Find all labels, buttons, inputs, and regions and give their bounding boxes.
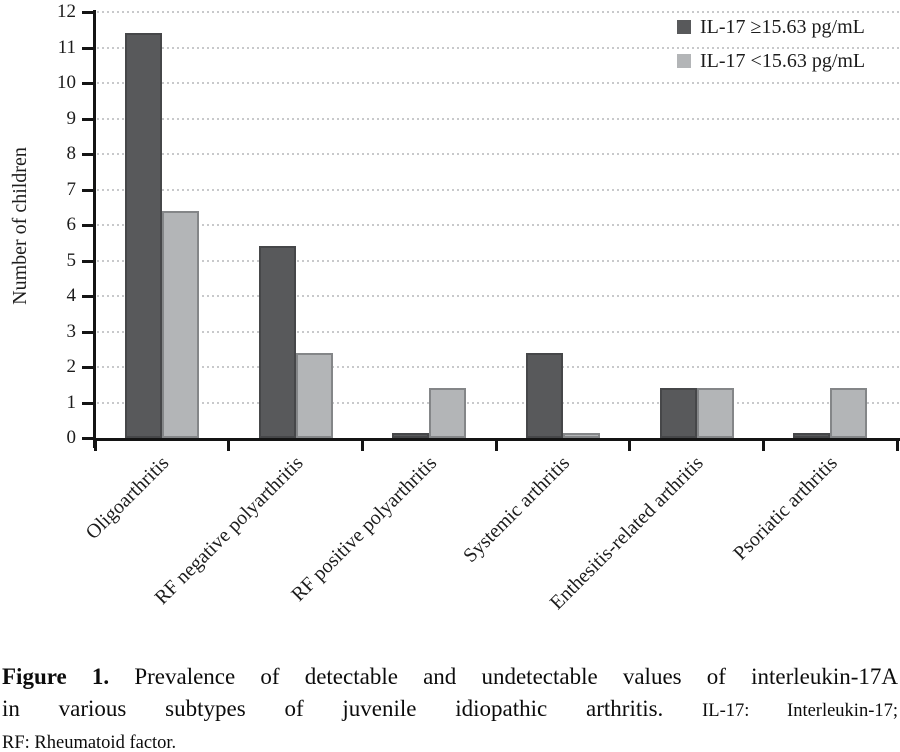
x-category-label: Enthesitis-related arthritis <box>546 452 709 615</box>
y-tick <box>82 330 95 334</box>
y-tick-label: 3 <box>66 320 77 342</box>
bar-chart: Number of children 0 1 2 3 4 5 6 7 8 9 10 11 12 Oligo… <box>9 1 900 615</box>
y-tick-label: 0 <box>66 427 77 448</box>
y-tick-label: 7 <box>66 178 77 200</box>
y-tick <box>82 11 95 14</box>
x-category-label: RF negative polyarthritis <box>150 452 308 609</box>
bar-il17-undetectable-systemic-arthritis <box>562 432 600 438</box>
y-tick <box>82 366 95 369</box>
bar-il17-undetectable-psoriatic-arthritis <box>830 388 868 438</box>
figure-caption: Figure 1. Prevalence of detectable and u… <box>2 661 898 752</box>
figure-label: Figure 1. <box>2 664 110 689</box>
legend-item: IL-17 <15.63 pg/mL <box>677 44 865 78</box>
bar-il17-undetectable-enthesitis-related-arthritis <box>696 388 734 438</box>
y-tick <box>82 259 95 263</box>
bar-il17-detectable-enthesitis-related-arthritis <box>659 388 697 438</box>
y-tick <box>82 46 95 50</box>
bar-il17-undetectable-oligoarthritis <box>161 210 199 438</box>
gridline <box>97 330 900 333</box>
gridline <box>97 117 900 120</box>
x-tick <box>227 438 231 451</box>
y-tick-label: 2 <box>66 356 77 377</box>
y-axis-line <box>93 10 96 448</box>
caption-abbrev-rf: RF: Rheumatoid factor. <box>2 733 177 752</box>
gridline <box>97 188 900 191</box>
y-tick-label: 10 <box>57 72 76 93</box>
legend: IL-17 ≥15.63 pg/mL IL-17 <15.63 pg/mL <box>677 10 865 78</box>
caption-line-2: in various subtypes of juvenile idiopath… <box>2 693 898 727</box>
y-tick <box>82 437 95 440</box>
bar-il17-detectable-rf-negative-polyarthritis <box>258 246 296 438</box>
x-tick <box>494 438 498 451</box>
x-tick <box>628 438 632 451</box>
y-tick-label: 1 <box>66 391 77 413</box>
y-tick-label: 5 <box>66 249 77 271</box>
bar-il17-detectable-oligoarthritis <box>124 33 162 438</box>
x-category-label: Oligoarthritis <box>81 452 174 544</box>
x-tick <box>93 438 97 451</box>
gridline <box>97 11 900 13</box>
gridline <box>97 224 900 226</box>
bar-il17-detectable-rf-positive-polyarthritis <box>392 432 430 438</box>
y-tick-label: 8 <box>66 143 77 164</box>
legend-label: IL-17 <15.63 pg/mL <box>700 49 866 72</box>
x-tick <box>895 438 899 451</box>
y-tick-label: 4 <box>66 285 77 306</box>
x-tick <box>360 438 364 451</box>
y-tick <box>82 401 95 405</box>
x-category-label: RF positive polyarthritis <box>286 452 441 606</box>
y-tick-label: 11 <box>57 36 76 58</box>
y-tick <box>82 295 95 298</box>
y-tick-label: 6 <box>66 214 77 235</box>
bar-il17-detectable-systemic-arthritis <box>525 352 563 438</box>
y-tick <box>82 153 95 156</box>
y-tick <box>82 188 95 192</box>
caption-text-line2: in various subtypes of juvenile idiopath… <box>2 696 664 721</box>
gridline <box>97 46 900 49</box>
x-tick <box>761 438 765 451</box>
caption-abbrev-il17: IL-17: Interleukin-17; <box>702 701 898 721</box>
gridline <box>97 82 900 84</box>
x-category-label: Systemic arthritis <box>459 452 575 567</box>
legend-swatch-icon <box>677 54 691 68</box>
legend-item: IL-17 ≥15.63 pg/mL <box>677 10 865 44</box>
caption-text-line1: Prevalence of detectable and undetectabl… <box>134 664 899 689</box>
legend-label: IL-17 ≥15.63 pg/mL <box>700 15 865 38</box>
legend-swatch-icon <box>677 20 691 34</box>
caption-line-1: Figure 1. Prevalence of detectable and u… <box>2 661 898 693</box>
y-tick <box>82 224 95 227</box>
x-category-label: Psoriatic arthritis <box>729 452 842 565</box>
bar-il17-detectable-psoriatic-arthritis <box>793 432 831 438</box>
bar-il17-undetectable-rf-positive-polyarthritis <box>429 388 467 438</box>
y-tick-label: 9 <box>66 107 77 129</box>
y-tick <box>82 82 95 85</box>
y-tick-label: 12 <box>57 1 76 22</box>
bar-il17-undetectable-rf-negative-polyarthritis <box>295 352 333 438</box>
y-tick <box>82 117 95 121</box>
gridline <box>97 401 900 404</box>
gridline <box>97 366 900 368</box>
gridline <box>97 153 900 155</box>
gridline <box>97 295 900 297</box>
gridline <box>97 259 900 262</box>
